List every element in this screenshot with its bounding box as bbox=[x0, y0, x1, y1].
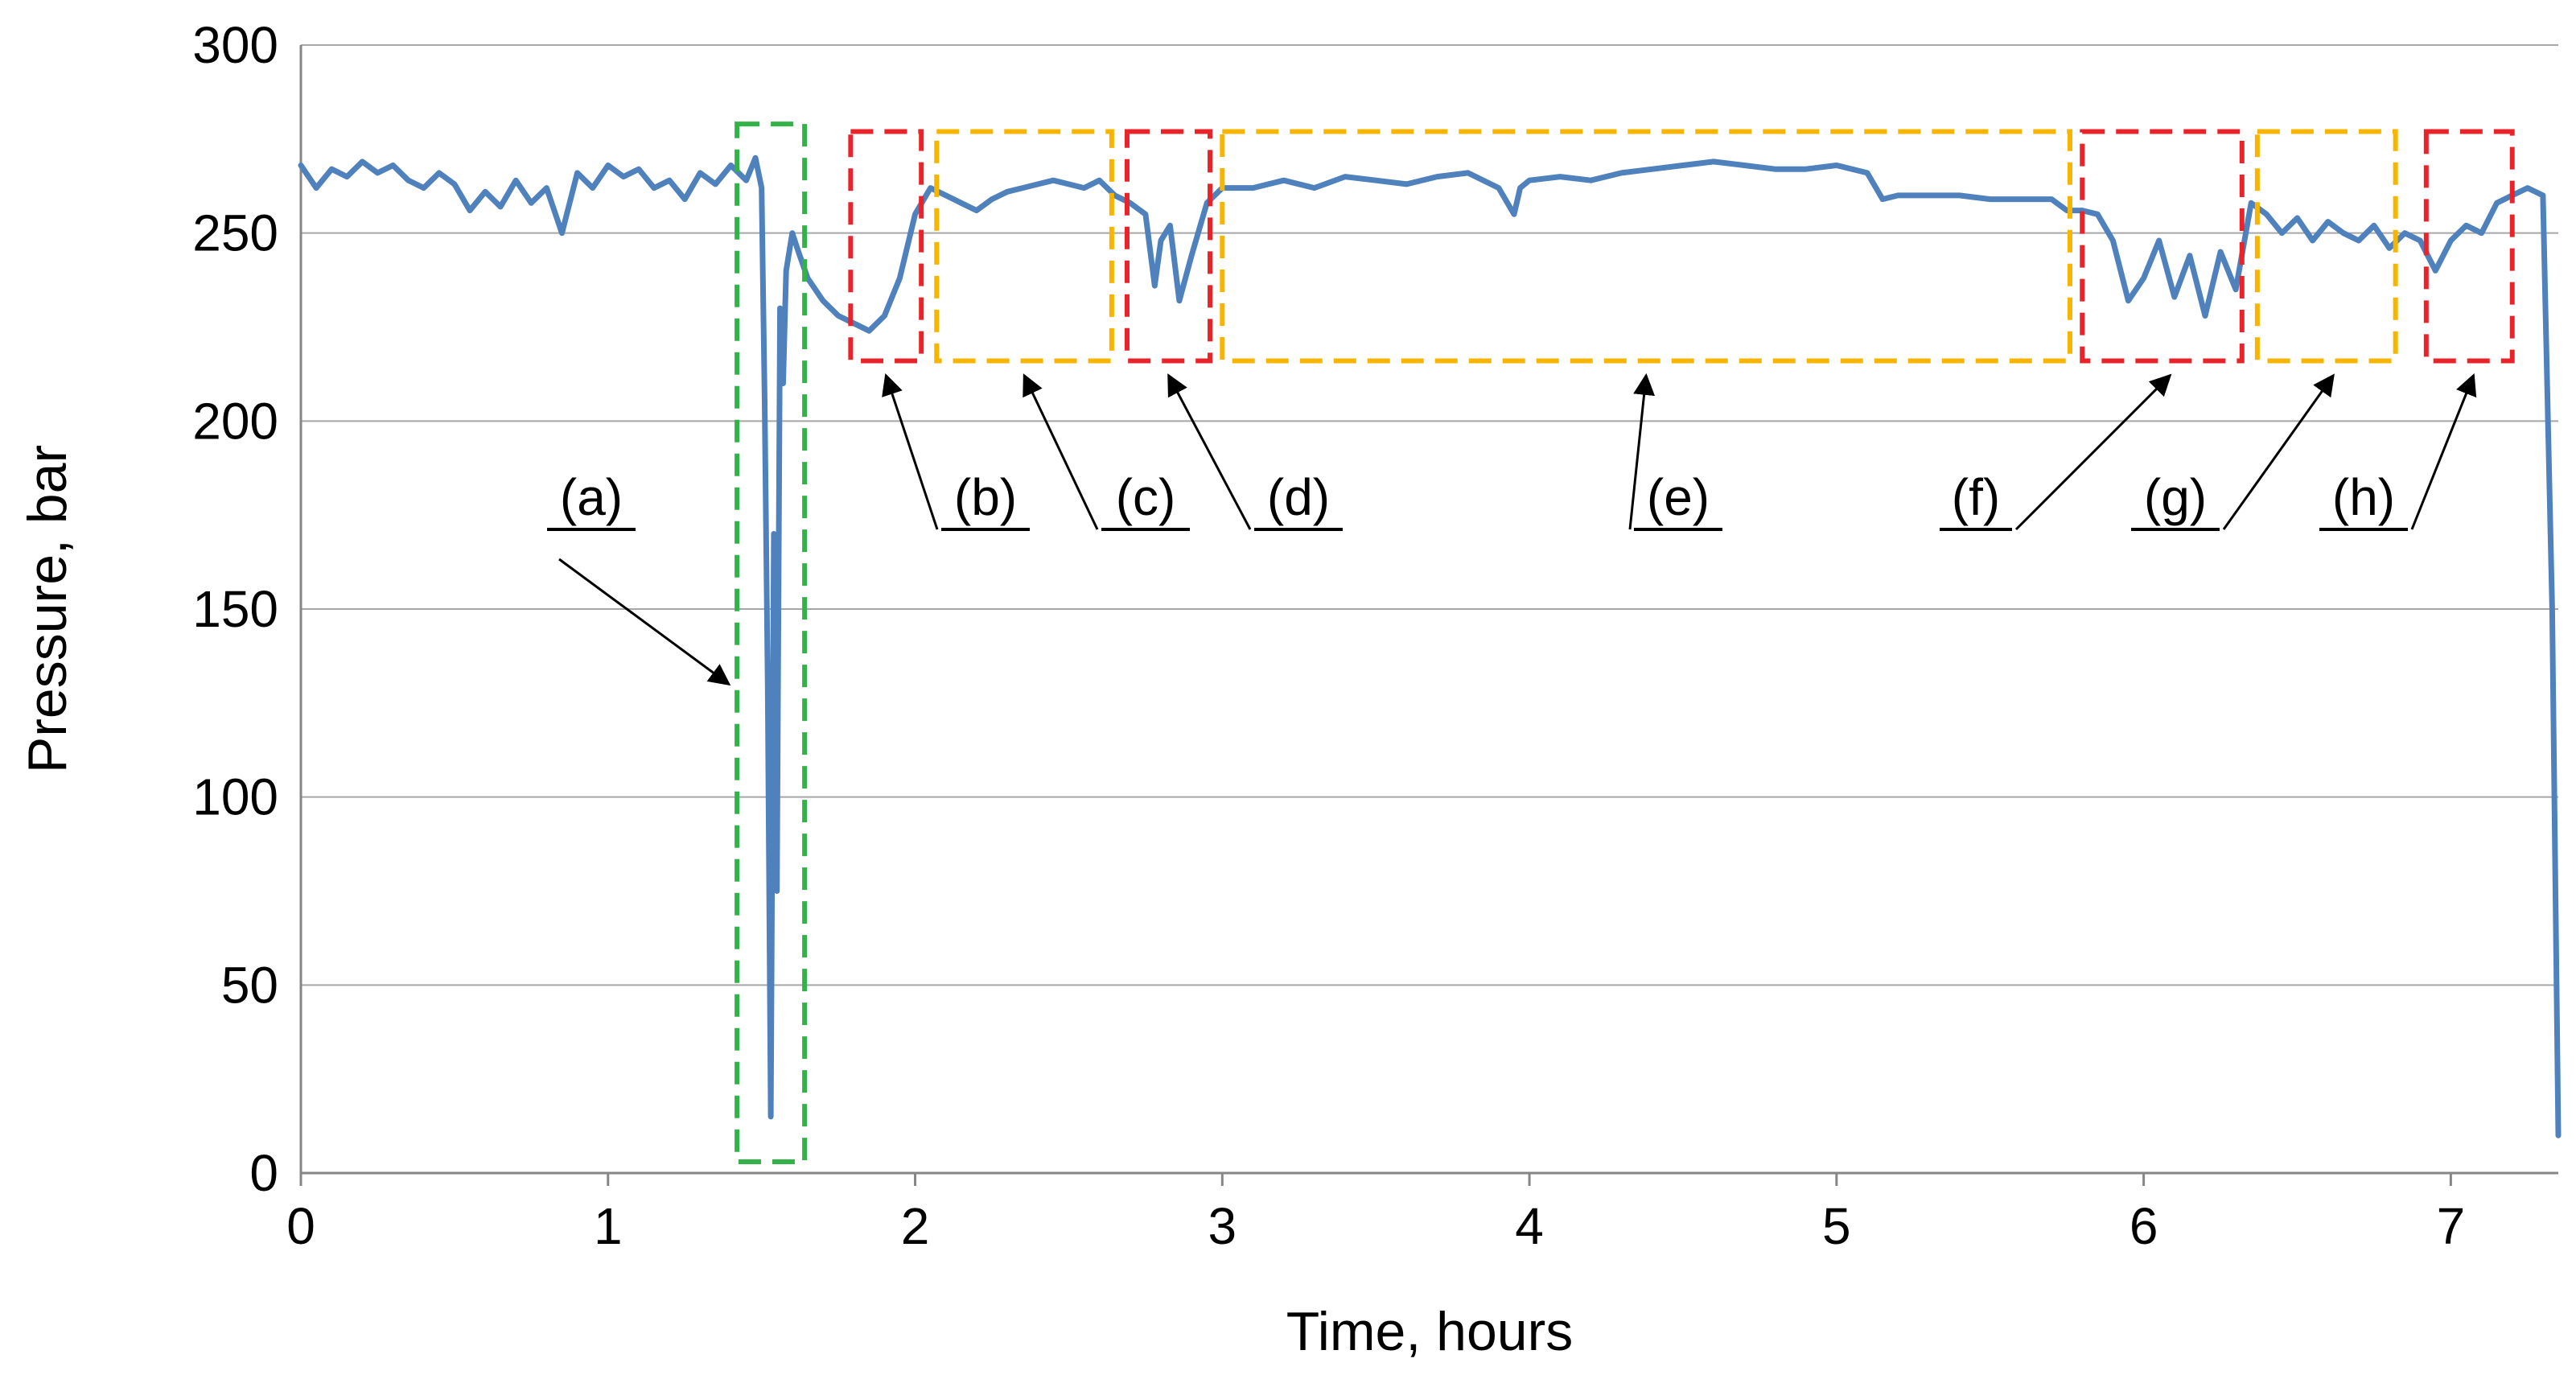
annotation-arrow bbox=[2222, 373, 2335, 530]
annotation-arrow bbox=[1023, 373, 1099, 530]
annotation-arrow bbox=[1628, 373, 1656, 530]
annotation-label-c: (c) bbox=[1116, 468, 1176, 526]
annotation-box-h bbox=[2423, 129, 2515, 364]
x-tick-label: 4 bbox=[1515, 1197, 1544, 1255]
annotation-label-f: (f) bbox=[1952, 468, 2000, 526]
annotation-box-c bbox=[934, 129, 1114, 364]
y-tick-label: 150 bbox=[192, 580, 278, 638]
annotation-arrow bbox=[558, 558, 731, 686]
annotation-label-d: (d) bbox=[1267, 468, 1330, 526]
annotation-arrow bbox=[2410, 373, 2477, 530]
y-axis-title: Pressure, bar bbox=[17, 445, 78, 773]
annotation-box-f bbox=[2080, 129, 2245, 364]
y-tick-label: 100 bbox=[192, 768, 278, 826]
annotation-arrow bbox=[2014, 373, 2172, 531]
grid-layer bbox=[301, 44, 2558, 986]
x-tick-label: 2 bbox=[901, 1197, 930, 1255]
y-tick-label: 300 bbox=[192, 16, 278, 74]
annotation-label-b: (b) bbox=[954, 468, 1017, 526]
y-tick-label: 50 bbox=[221, 956, 278, 1014]
annotation-label-h: (h) bbox=[2332, 468, 2395, 526]
x-tick-label: 7 bbox=[2437, 1197, 2466, 1255]
annotation-arrow bbox=[882, 373, 939, 530]
y-tick-label: 200 bbox=[192, 392, 278, 450]
x-tick-label: 3 bbox=[1208, 1197, 1237, 1255]
y-tick-label: 0 bbox=[249, 1144, 278, 1202]
annotation-box-d bbox=[1124, 129, 1213, 364]
pressure-series-line bbox=[298, 154, 2562, 1138]
annotation-box-b bbox=[848, 129, 924, 364]
x-tick-label: 5 bbox=[1822, 1197, 1851, 1255]
annotation-box-e bbox=[1220, 129, 2072, 364]
annotation-label-g: (g) bbox=[2144, 468, 2207, 526]
x-tick-label: 1 bbox=[594, 1197, 623, 1255]
annotation-box-a bbox=[735, 121, 808, 1164]
annotation-label-e: (e) bbox=[1647, 468, 1710, 526]
x-tick-label: 0 bbox=[286, 1197, 315, 1255]
annotation-box-g bbox=[2254, 129, 2398, 364]
annotation-layer bbox=[735, 121, 2515, 1164]
x-axis-title: Time, hours bbox=[1286, 1301, 1573, 1362]
series-layer bbox=[298, 154, 2562, 1138]
label-layer: (a) (b) (c) (d) (e) (f) (g) (h) bbox=[547, 373, 2477, 686]
annotation-label-a: (a) bbox=[560, 468, 623, 526]
x-tick-label: 6 bbox=[2130, 1197, 2158, 1255]
axis-layer: 0 50 100 150 200 250 300 0 1 2 3 4 5 6 7 bbox=[192, 16, 2558, 1255]
y-tick-label: 250 bbox=[192, 204, 278, 262]
annotation-arrow bbox=[1167, 373, 1252, 530]
